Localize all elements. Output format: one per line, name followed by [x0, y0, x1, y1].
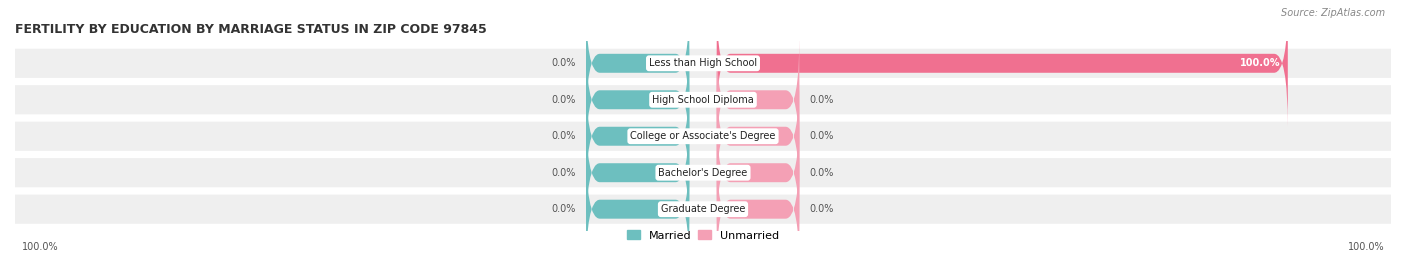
Text: High School Diploma: High School Diploma	[652, 95, 754, 105]
Text: College or Associate's Degree: College or Associate's Degree	[630, 131, 776, 141]
Text: Source: ZipAtlas.com: Source: ZipAtlas.com	[1281, 8, 1385, 18]
Text: Graduate Degree: Graduate Degree	[661, 204, 745, 214]
FancyBboxPatch shape	[586, 0, 689, 127]
Text: 0.0%: 0.0%	[810, 168, 834, 178]
Text: 100.0%: 100.0%	[1347, 242, 1384, 253]
Text: 100.0%: 100.0%	[1240, 58, 1281, 68]
FancyBboxPatch shape	[586, 146, 689, 269]
Text: 0.0%: 0.0%	[551, 131, 575, 141]
FancyBboxPatch shape	[15, 194, 1391, 224]
Text: 0.0%: 0.0%	[810, 95, 834, 105]
FancyBboxPatch shape	[15, 158, 1391, 187]
FancyBboxPatch shape	[717, 0, 1288, 127]
FancyBboxPatch shape	[717, 36, 800, 163]
Text: 0.0%: 0.0%	[551, 168, 575, 178]
Text: 0.0%: 0.0%	[551, 58, 575, 68]
FancyBboxPatch shape	[586, 109, 689, 236]
Text: Less than High School: Less than High School	[650, 58, 756, 68]
FancyBboxPatch shape	[717, 146, 800, 269]
FancyBboxPatch shape	[717, 73, 800, 200]
Text: 0.0%: 0.0%	[810, 131, 834, 141]
FancyBboxPatch shape	[15, 49, 1391, 78]
Text: 100.0%: 100.0%	[22, 242, 59, 253]
FancyBboxPatch shape	[586, 36, 689, 163]
FancyBboxPatch shape	[15, 85, 1391, 114]
FancyBboxPatch shape	[15, 122, 1391, 151]
Text: Bachelor's Degree: Bachelor's Degree	[658, 168, 748, 178]
Text: FERTILITY BY EDUCATION BY MARRIAGE STATUS IN ZIP CODE 97845: FERTILITY BY EDUCATION BY MARRIAGE STATU…	[15, 23, 486, 36]
FancyBboxPatch shape	[586, 73, 689, 200]
Text: 0.0%: 0.0%	[551, 204, 575, 214]
Text: 0.0%: 0.0%	[551, 95, 575, 105]
Text: 0.0%: 0.0%	[810, 204, 834, 214]
FancyBboxPatch shape	[717, 109, 800, 236]
Legend: Married, Unmarried: Married, Unmarried	[627, 230, 779, 241]
